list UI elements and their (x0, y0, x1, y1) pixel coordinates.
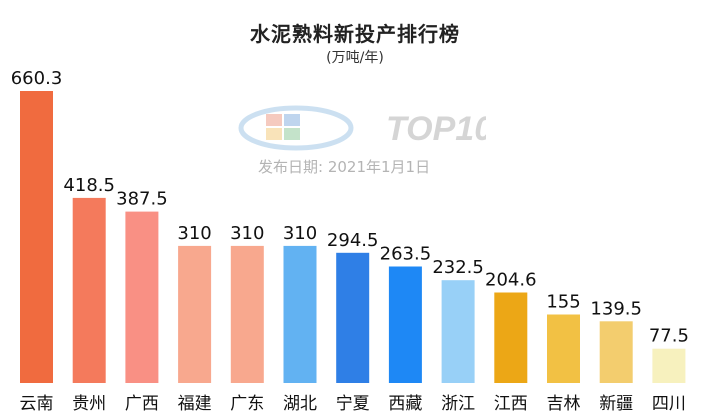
bar-江西 (494, 292, 528, 383)
watermark-brand: TOP100 (386, 110, 486, 148)
category-label: 西藏 (388, 394, 422, 414)
value-label: 294.5 (327, 230, 379, 251)
value-label: 310 (230, 223, 264, 244)
category-label: 广东 (230, 394, 264, 414)
category-label: 广西 (125, 394, 159, 414)
bar-广西 (125, 211, 159, 383)
value-label: 139.5 (590, 298, 642, 319)
watermark-date: 发布日期: 2021年1月1日 (258, 158, 431, 176)
bar-宁夏 (336, 252, 370, 383)
chart-title: 水泥熟料新投产排行榜 (250, 22, 460, 46)
category-label: 湖北 (283, 394, 317, 414)
category-label: 吉林 (547, 394, 581, 414)
bar-吉林 (547, 314, 580, 383)
bar-西藏 (388, 266, 422, 383)
value-label: 418.5 (63, 175, 115, 196)
value-label: 387.5 (116, 189, 168, 210)
bar-新疆 (599, 321, 633, 383)
chart-subtitle: (万吨/年) (326, 50, 384, 66)
value-label: 155 (546, 292, 580, 313)
category-label: 江西 (494, 394, 528, 414)
bar-湖北 (283, 245, 317, 383)
bar-广东 (230, 245, 264, 383)
category-label: 福建 (178, 394, 212, 414)
value-label: 310 (177, 223, 211, 244)
value-label: 232.5 (432, 257, 484, 278)
bar-四川 (652, 348, 686, 383)
bar-云南 (20, 91, 53, 383)
bar-贵州 (72, 197, 106, 383)
category-label: 新疆 (599, 394, 633, 414)
value-label: 263.5 (380, 244, 432, 265)
value-label: 204.6 (485, 270, 537, 291)
watermark-logo: TOP100 (238, 105, 486, 151)
category-label: 云南 (20, 394, 54, 414)
category-label: 宁夏 (336, 394, 370, 414)
value-label: 310 (283, 223, 317, 244)
bar-福建 (178, 245, 212, 383)
value-label: 77.5 (649, 326, 689, 347)
bar-浙江 (441, 280, 475, 383)
category-label: 贵州 (72, 394, 106, 414)
category-label: 浙江 (441, 394, 475, 414)
value-label: 660.3 (11, 68, 63, 89)
category-label: 四川 (652, 394, 686, 414)
